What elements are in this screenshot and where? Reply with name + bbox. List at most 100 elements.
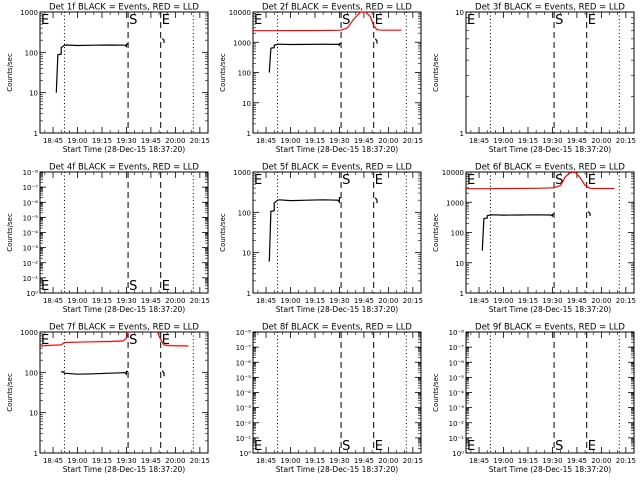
- x-tick-label: 19:15: [92, 457, 112, 465]
- x-tick-label: 18:45: [43, 137, 63, 145]
- y-tick-label: 10⁻⁵: [23, 214, 39, 222]
- marker-label: E: [254, 13, 262, 28]
- x-tick-label: 19:30: [116, 457, 136, 465]
- x-tick-label: 19:00: [280, 137, 300, 145]
- series-lld-line: [253, 11, 402, 32]
- y-axis-label: Counts/sec: [432, 213, 440, 252]
- x-axis-label: Start Time (28-Dec-15 18:37:20): [276, 145, 398, 154]
- y-tick-label: 10⁻¹: [23, 275, 39, 283]
- x-tick-label: 18:45: [256, 457, 276, 465]
- y-tick-label: 1000: [20, 9, 38, 17]
- x-tick-label: 20:00: [165, 137, 185, 145]
- x-tick-label: 19:30: [329, 297, 349, 305]
- y-tick-label: 10⁻⁴: [236, 390, 252, 398]
- marker-label: E: [41, 333, 49, 348]
- y-axis-label: Counts/sec: [6, 53, 14, 92]
- series-events-line: [374, 38, 378, 44]
- x-tick-label: 20:15: [190, 457, 210, 465]
- y-tick-label: 10: [455, 9, 464, 17]
- y-tick-label: 10⁻²: [236, 420, 252, 428]
- y-tick-label: 10⁻³: [236, 405, 252, 413]
- series-lld-line: [39, 331, 129, 347]
- series-events-line: [161, 38, 165, 43]
- marker-label: S: [342, 13, 350, 28]
- y-tick-label: 1: [247, 290, 251, 298]
- y-tick-label: 10⁻¹: [449, 435, 465, 443]
- y-tick-label: 100: [238, 209, 251, 217]
- panel-title: Det 8f BLACK = Events, RED = LLD: [262, 323, 412, 333]
- series-events-line: [374, 197, 378, 203]
- y-tick-label: 10⁻²: [23, 260, 39, 268]
- marker-label: E: [467, 13, 475, 28]
- y-tick-label: 10⁻⁵: [449, 374, 465, 382]
- panel-8: Det 8f BLACK = Events, RED = LLD 10⁰ 10⁻¹ 1…: [236, 323, 423, 475]
- y-tick-label: 1: [460, 290, 464, 298]
- y-tick-label: 10: [242, 250, 251, 258]
- y-axis-label: Counts/sec: [6, 213, 14, 252]
- x-tick-label: 19:00: [493, 297, 513, 305]
- marker-label: E: [467, 173, 475, 188]
- x-axis-label: Start Time (28-Dec-15 18:37:20): [489, 305, 611, 314]
- series-events-line: [268, 197, 342, 262]
- y-tick-label: 10⁻⁷: [449, 344, 465, 352]
- y-tick-label: 10⁻¹: [236, 435, 252, 443]
- panel-title: Det 7f BLACK = Events, RED = LLD: [49, 323, 199, 333]
- x-tick-label: 19:45: [567, 457, 587, 465]
- x-tick-label: 19:45: [141, 137, 161, 145]
- series-events-line: [587, 211, 591, 216]
- y-tick-label: 1000: [233, 169, 251, 177]
- x-tick-label: 19:00: [67, 137, 87, 145]
- x-tick-label: 19:30: [116, 137, 136, 145]
- x-tick-label: 19:30: [542, 457, 562, 465]
- marker-label: E: [375, 439, 383, 454]
- y-tick-label: 100: [451, 230, 464, 238]
- x-axis-label: Start Time (28-Dec-15 18:37:20): [276, 465, 398, 474]
- x-tick-label: 18:45: [469, 457, 489, 465]
- y-tick-label: 10000: [442, 169, 464, 177]
- panel-title: Det 4f BLACK = Events, RED = LLD: [49, 163, 199, 173]
- x-tick-label: 20:15: [190, 137, 210, 145]
- series-lld-line: [156, 331, 189, 347]
- x-tick-label: 20:00: [165, 457, 185, 465]
- marker-label: E: [375, 13, 383, 28]
- panel-2: Det 2f BLACK = Events, RED = LLD 1 10 100 10…: [219, 3, 423, 155]
- x-tick-label: 20:15: [403, 137, 423, 145]
- y-tick-label: 10: [29, 90, 38, 98]
- x-axis-label: Start Time (28-Dec-15 18:37:20): [489, 465, 611, 474]
- x-tick-label: 20:15: [190, 297, 210, 305]
- y-tick-label: 10⁻⁶: [449, 359, 465, 367]
- y-tick-label: 10⁻⁶: [23, 199, 39, 207]
- y-tick-label: 10000: [229, 9, 251, 17]
- x-tick-label: 19:15: [305, 297, 325, 305]
- x-tick-label: 20:00: [378, 137, 398, 145]
- marker-label: E: [588, 439, 596, 454]
- y-tick-label: 10⁻⁵: [236, 374, 252, 382]
- x-tick-label: 19:15: [92, 137, 112, 145]
- x-tick-label: 20:15: [403, 457, 423, 465]
- y-tick-label: 100: [25, 49, 38, 57]
- x-tick-label: 19:00: [67, 457, 87, 465]
- marker-label: E: [254, 439, 262, 454]
- x-tick-label: 19:45: [354, 457, 374, 465]
- marker-label: E: [41, 279, 49, 294]
- y-tick-label: 1000: [446, 199, 464, 207]
- series-lld-line: [466, 171, 615, 190]
- y-tick-label: 10: [242, 100, 251, 108]
- marker-label: S: [555, 439, 563, 454]
- series-events-line: [60, 370, 129, 376]
- panel-title: Det 3f BLACK = Events, RED = LLD: [475, 3, 625, 13]
- x-tick-label: 18:45: [256, 137, 276, 145]
- marker-label: S: [129, 333, 137, 348]
- x-tick-label: 20:00: [591, 137, 611, 145]
- x-tick-label: 19:00: [280, 457, 300, 465]
- panel-9: Det 9f BLACK = Events, RED = LLD 10⁰ 10⁻¹ 1…: [432, 323, 636, 475]
- panel-4: Det 4f BLACK = Events, RED = LLD 10⁰ 10⁻¹ 1…: [6, 163, 210, 315]
- x-axis-label: Start Time (28-Dec-15 18:37:20): [63, 465, 185, 474]
- panel-7: Det 7f BLACK = Events, RED = LLD 1 10 100 10…: [6, 323, 210, 475]
- plot-frame: [465, 171, 635, 294]
- marker-label: E: [162, 13, 170, 28]
- y-axis-label: Counts/sec: [219, 213, 227, 252]
- x-tick-label: 20:15: [403, 297, 423, 305]
- series-events-line: [55, 43, 129, 93]
